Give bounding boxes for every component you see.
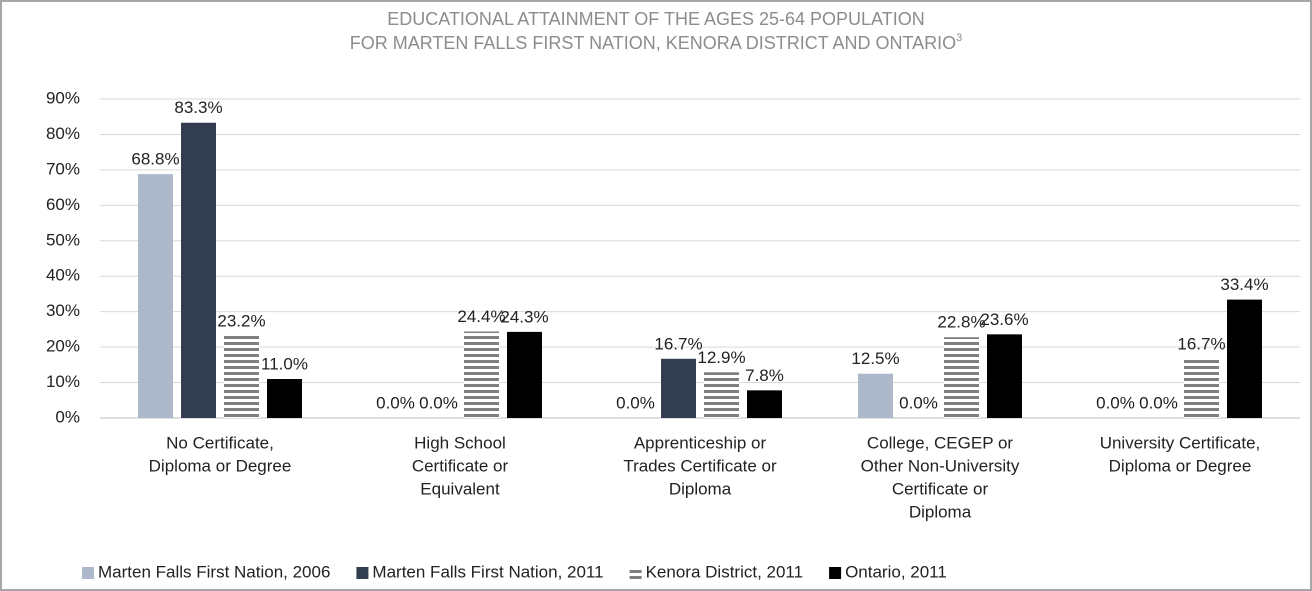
bar bbox=[1184, 358, 1219, 418]
x-tick-label: No Certificate, bbox=[166, 433, 274, 452]
data-label: 0.0% bbox=[616, 393, 655, 412]
data-label: 24.4% bbox=[457, 307, 505, 326]
bar bbox=[267, 379, 302, 418]
y-tick-label: 20% bbox=[46, 337, 80, 356]
bar bbox=[944, 337, 979, 418]
x-tick-label: Trades Certificate or bbox=[623, 456, 777, 475]
bar bbox=[704, 372, 739, 418]
x-tick-label: University Certificate, bbox=[1100, 433, 1261, 452]
x-tick-label: Certificate or bbox=[412, 456, 509, 475]
data-label: 23.2% bbox=[217, 311, 265, 330]
data-label: 11.0% bbox=[261, 354, 308, 373]
bar bbox=[747, 390, 782, 418]
x-tick-label: Diploma bbox=[669, 479, 732, 498]
data-label: 12.9% bbox=[697, 348, 745, 367]
bar bbox=[181, 122, 216, 419]
bar bbox=[507, 331, 542, 418]
y-tick-label: 50% bbox=[46, 230, 80, 249]
data-label: 33.4% bbox=[1220, 275, 1268, 294]
bar bbox=[138, 174, 173, 418]
bar bbox=[224, 335, 259, 418]
data-label: 16.7% bbox=[1177, 334, 1225, 353]
data-label: 23.6% bbox=[980, 310, 1028, 329]
x-tick-label: Diploma or Degree bbox=[1109, 456, 1252, 475]
x-tick-label: Diploma bbox=[909, 502, 972, 521]
x-tick-label: Equivalent bbox=[420, 479, 500, 498]
data-label: 0.0% bbox=[376, 393, 415, 412]
data-label: 83.3% bbox=[174, 98, 222, 117]
x-tick-label: High School bbox=[414, 433, 506, 452]
bar bbox=[464, 331, 499, 418]
x-tick-label: Other Non-University bbox=[861, 456, 1020, 475]
data-label: 0.0% bbox=[419, 393, 458, 412]
data-label: 16.7% bbox=[654, 334, 702, 353]
chart-title: FOR MARTEN FALLS FIRST NATION, KENORA DI… bbox=[350, 32, 963, 53]
legend-label: Marten Falls First Nation, 2011 bbox=[372, 562, 603, 581]
title-superscript: 3 bbox=[956, 32, 962, 44]
y-tick-label: 30% bbox=[46, 301, 80, 320]
chart-title: EDUCATIONAL ATTAINMENT OF THE AGES 25-64… bbox=[387, 9, 924, 29]
legend-marker bbox=[82, 567, 94, 579]
data-label: 22.8% bbox=[937, 313, 985, 332]
x-tick-label: Apprenticeship or bbox=[634, 433, 767, 452]
y-tick-label: 80% bbox=[46, 124, 80, 143]
x-tick-label: Diploma or Degree bbox=[149, 456, 292, 475]
bar bbox=[858, 373, 893, 418]
x-tick-label: Certificate or bbox=[892, 479, 989, 498]
bar bbox=[661, 358, 696, 418]
legend-label: Kenora District, 2011 bbox=[646, 562, 803, 581]
x-tick-label: College, CEGEP or bbox=[867, 433, 1013, 452]
data-label: 68.8% bbox=[131, 150, 179, 169]
y-tick-label: 60% bbox=[46, 195, 80, 214]
legend-marker bbox=[829, 567, 842, 579]
data-label: 7.8% bbox=[745, 366, 784, 385]
y-tick-label: 90% bbox=[46, 88, 80, 107]
data-label: 0.0% bbox=[899, 393, 938, 412]
data-label: 0.0% bbox=[1096, 393, 1135, 412]
bar bbox=[1227, 299, 1262, 418]
y-tick-label: 10% bbox=[46, 372, 80, 391]
legend-marker bbox=[629, 567, 642, 579]
data-label: 12.5% bbox=[851, 349, 899, 368]
y-tick-label: 70% bbox=[46, 159, 80, 178]
legend-label: Marten Falls First Nation, 2006 bbox=[98, 562, 330, 581]
legend-label: Ontario, 2011 bbox=[845, 562, 947, 581]
data-label: 0.0% bbox=[1139, 393, 1178, 412]
legend-marker bbox=[356, 567, 369, 579]
bar bbox=[987, 334, 1022, 418]
data-label: 24.3% bbox=[500, 307, 548, 326]
y-tick-label: 0% bbox=[55, 407, 80, 426]
y-tick-label: 40% bbox=[46, 266, 80, 285]
